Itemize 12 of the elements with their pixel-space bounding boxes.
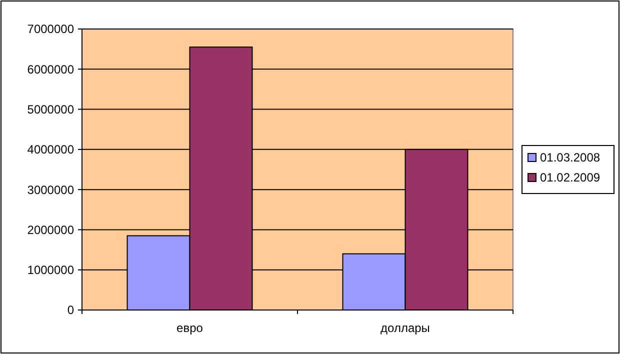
y-tick-label: 6000000 xyxy=(27,62,74,76)
x-tick-label: евро xyxy=(176,321,204,335)
y-tick-label: 7000000 xyxy=(27,22,74,36)
x-tick-label: доллары xyxy=(380,321,430,335)
legend-label: 01.02.2009 xyxy=(540,170,600,185)
y-tick-label: 0 xyxy=(67,303,74,318)
legend-label: 01.03.2008 xyxy=(540,150,600,165)
y-tick-label: 2000000 xyxy=(27,222,74,237)
y-tick-label: 3000000 xyxy=(27,182,74,197)
y-tick-label: 5000000 xyxy=(27,102,74,116)
y-tick-label: 1000000 xyxy=(27,263,74,278)
y-tick-label: 4000000 xyxy=(27,142,74,157)
